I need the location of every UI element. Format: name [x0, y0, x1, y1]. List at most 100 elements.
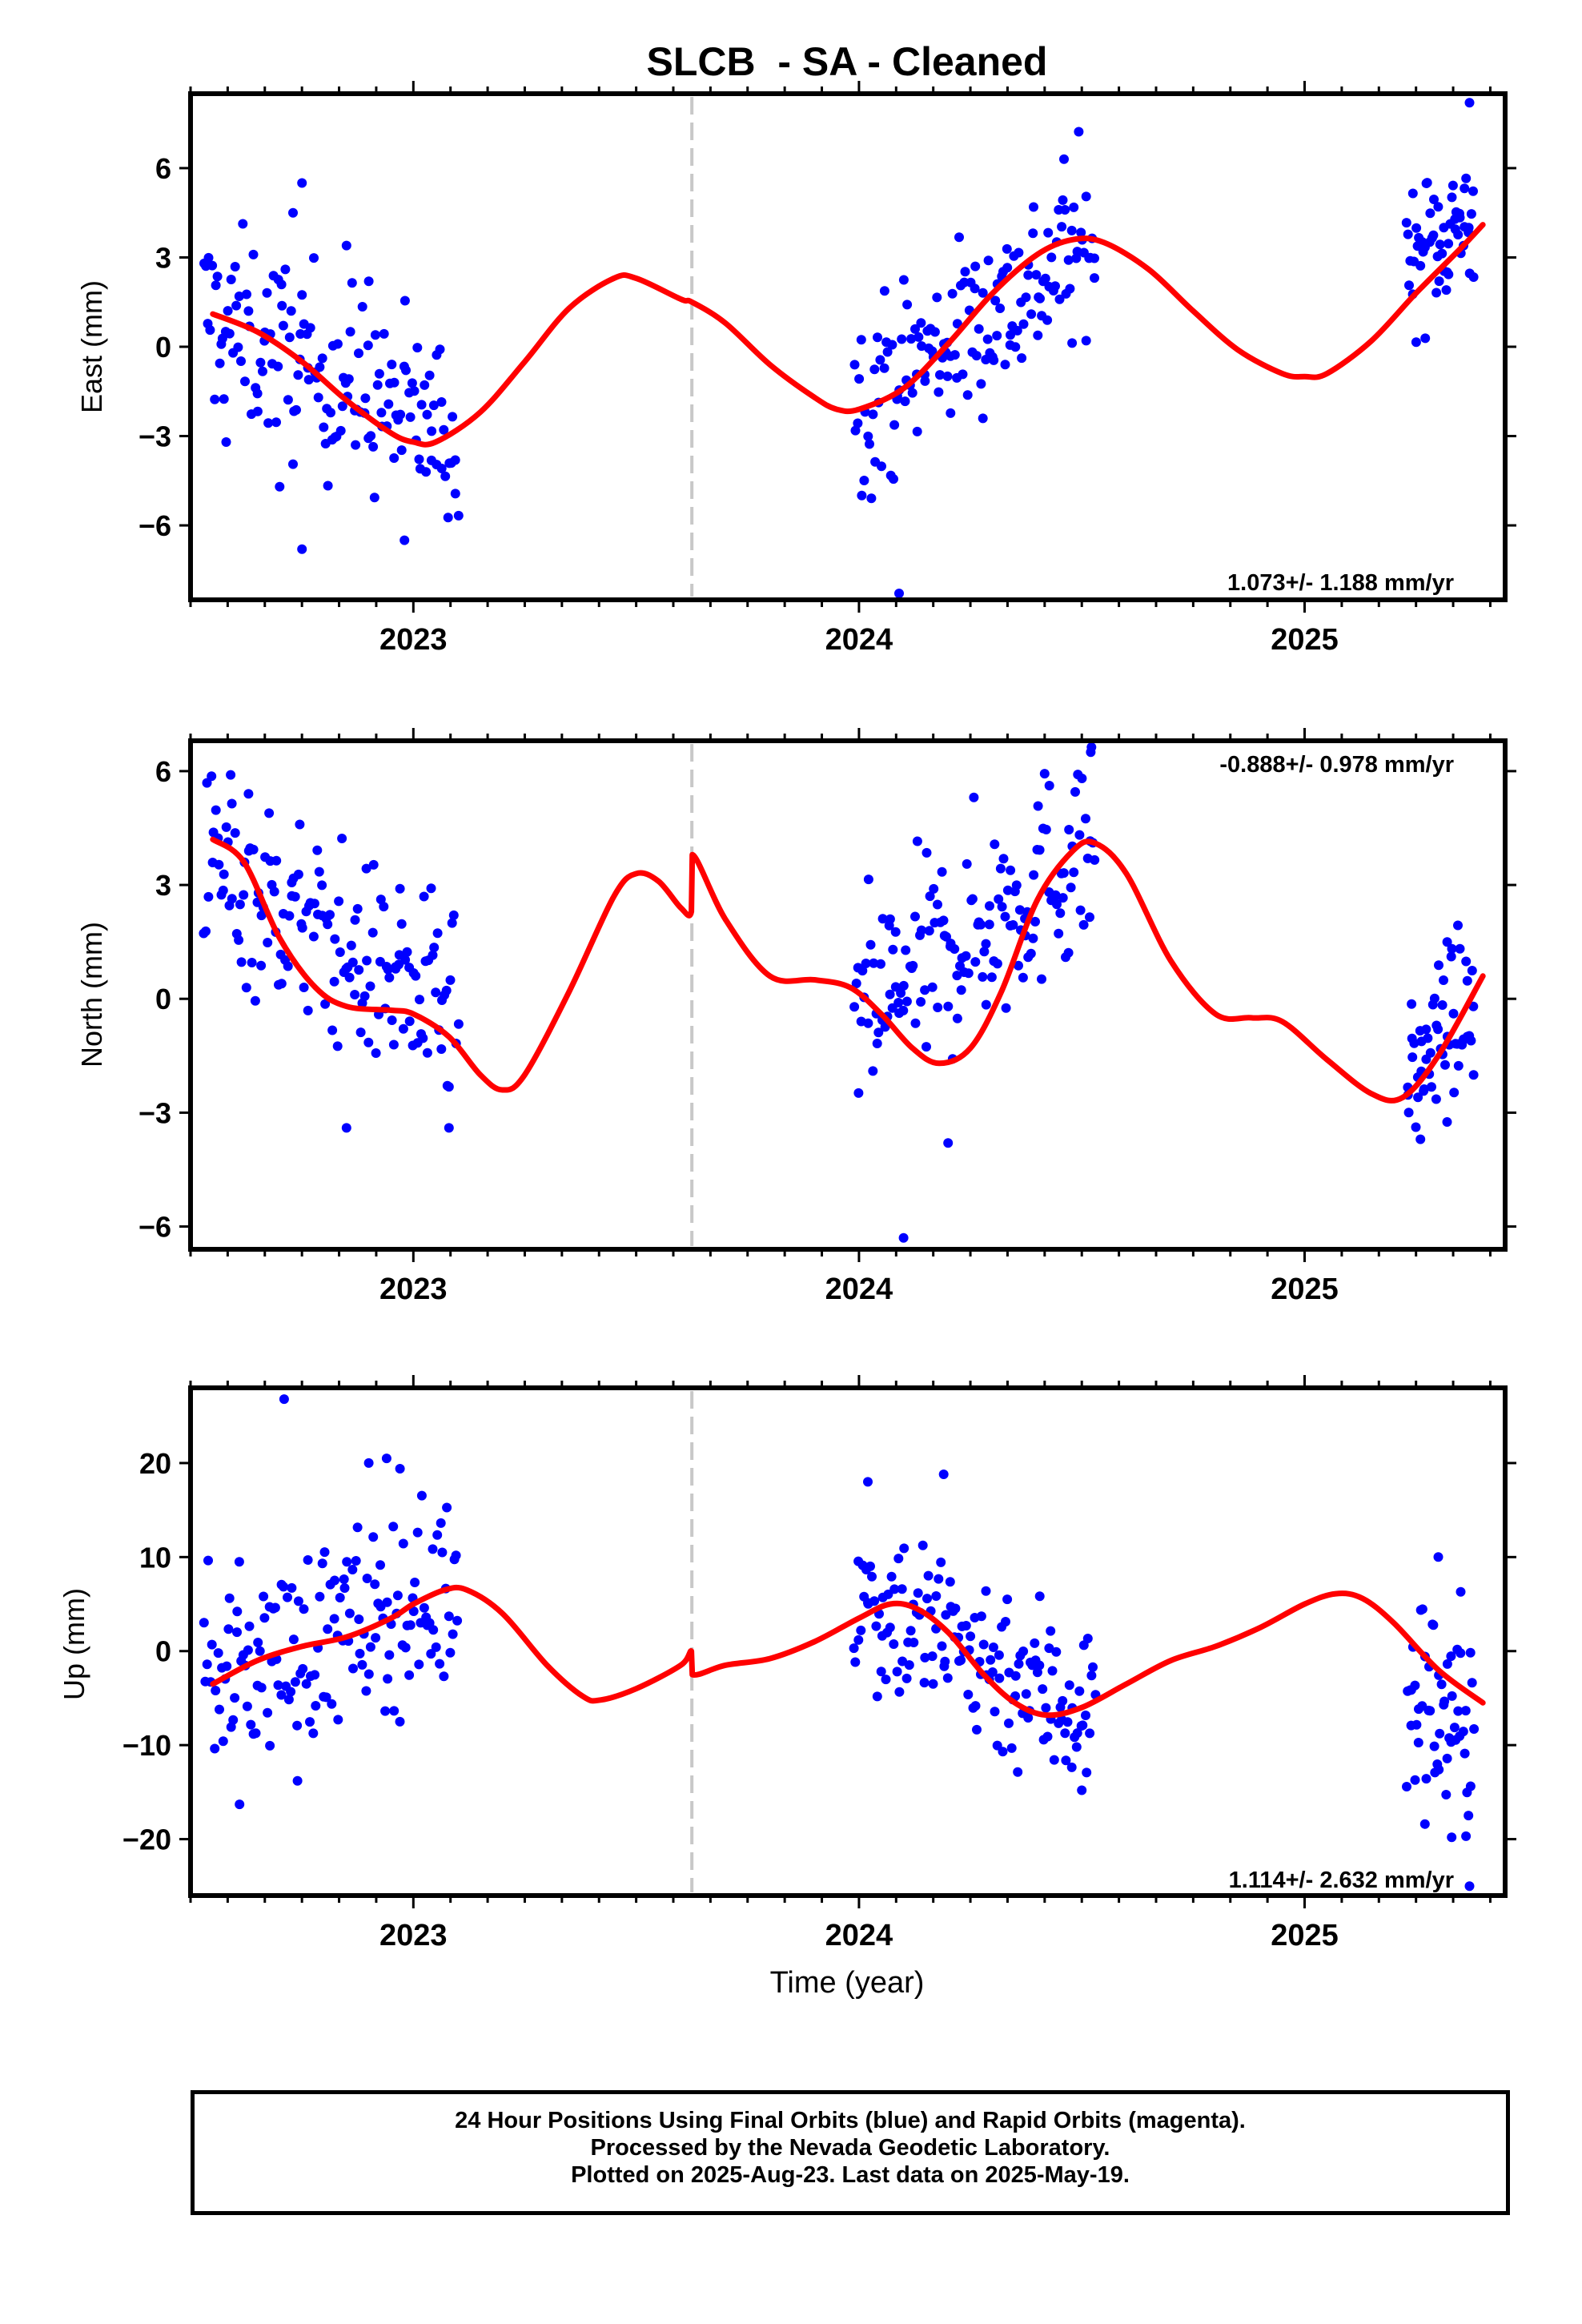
east-data-point	[363, 276, 374, 287]
north-data-point	[865, 939, 876, 950]
up-data-point	[909, 1638, 919, 1647]
east-data-point	[252, 388, 263, 399]
up-data-point	[1041, 1703, 1051, 1713]
up-data-point	[395, 1464, 405, 1474]
east-data-point	[428, 400, 439, 411]
north-y-tick-label: −6	[139, 1211, 171, 1244]
north-data-point	[227, 798, 237, 809]
up-data-point	[945, 1577, 955, 1587]
north-x-tick-label: 2024	[825, 1273, 893, 1306]
north-data-point	[256, 911, 267, 921]
up-data-point	[342, 1557, 352, 1567]
east-data-point	[360, 393, 371, 404]
north-data-point	[1033, 801, 1043, 811]
up-data-point	[1456, 1648, 1466, 1659]
east-data-point	[947, 288, 958, 299]
up-data-point	[1061, 1755, 1071, 1766]
east-data-point	[284, 332, 295, 343]
up-data-point	[963, 1690, 974, 1699]
north-data-point	[202, 778, 212, 788]
north-data-point	[448, 910, 459, 920]
east-data-point	[226, 275, 236, 284]
up-y-tick-label: −10	[122, 1729, 171, 1762]
north-data-point	[354, 965, 364, 975]
north-data-point	[411, 971, 421, 981]
east-data-point	[407, 378, 417, 388]
up-data-point	[276, 1690, 287, 1700]
east-data-point	[424, 370, 435, 380]
north-data-point	[1085, 912, 1094, 923]
east-data-point	[1447, 192, 1457, 203]
up-data-point	[938, 1470, 949, 1479]
north-data-point	[1058, 893, 1068, 903]
up-data-point	[210, 1743, 220, 1754]
up-data-point	[279, 1394, 289, 1405]
up-data-point	[319, 1547, 330, 1558]
north-data-point	[453, 1019, 464, 1029]
north-data-point	[218, 885, 228, 895]
east-data-point	[983, 255, 994, 266]
up-data-point	[1433, 1552, 1443, 1562]
north-data-point	[230, 828, 240, 838]
up-x-tick-label: 2023	[379, 1919, 448, 1952]
north-data-point	[1078, 919, 1089, 930]
up-data-point	[889, 1639, 899, 1649]
east-data-point	[389, 453, 400, 463]
north-data-point	[1467, 966, 1477, 975]
east-rate-label: 1.073+/- 1.188 mm/yr	[1227, 570, 1454, 596]
east-data-point	[1067, 338, 1078, 348]
north-data-point	[888, 944, 898, 955]
up-data-point	[1411, 1719, 1422, 1730]
east-data-point	[335, 425, 346, 436]
north-data-point	[924, 926, 934, 936]
up-data-point	[871, 1621, 881, 1631]
east-data-point	[271, 417, 281, 428]
east-data-point	[1441, 285, 1452, 296]
up-data-point	[1458, 1727, 1468, 1737]
east-data-point	[910, 324, 920, 334]
north-data-point	[868, 1066, 878, 1076]
up-data-point	[1058, 1695, 1068, 1706]
east-data-point	[853, 418, 863, 428]
east-data-point	[263, 418, 274, 428]
north-data-point	[997, 902, 1007, 912]
east-data-point	[1043, 227, 1054, 238]
east-data-point	[396, 445, 407, 456]
north-data-point	[1011, 880, 1022, 891]
north-y-axis-label: North (mm)	[75, 922, 108, 1068]
east-data-point	[1069, 202, 1079, 212]
north-data-point	[1442, 1117, 1452, 1127]
up-data-point	[865, 1561, 875, 1571]
east-data-point	[427, 426, 437, 436]
up-data-point	[259, 1591, 269, 1602]
up-data-point	[1044, 1643, 1054, 1654]
up-data-point	[1021, 1689, 1031, 1699]
north-data-point	[398, 1023, 408, 1034]
up-data-point	[362, 1574, 372, 1583]
up-data-point	[1006, 1743, 1017, 1753]
up-data-point	[344, 1608, 355, 1618]
up-data-point	[428, 1625, 439, 1635]
up-data-point	[1434, 1764, 1444, 1775]
up-data-point	[389, 1706, 400, 1716]
north-data-point	[937, 866, 947, 877]
north-data-point	[444, 1082, 454, 1092]
north-data-point	[247, 958, 257, 967]
east-data-point	[1076, 227, 1086, 238]
up-data-point	[232, 1627, 242, 1638]
north-x-tick-label: 2023	[379, 1273, 448, 1306]
east-data-point	[374, 368, 384, 379]
north-data-point	[1041, 824, 1051, 834]
east-data-point	[436, 397, 447, 407]
up-data-point	[1439, 1696, 1450, 1707]
east-data-point	[952, 319, 962, 329]
east-data-point	[412, 343, 423, 353]
north-data-point	[1090, 854, 1100, 865]
up-data-point	[357, 1659, 367, 1670]
north-data-point	[898, 980, 909, 991]
north-data-point	[1429, 993, 1439, 1003]
east-data-point	[443, 513, 453, 523]
north-data-point	[1407, 999, 1417, 1009]
up-data-point	[416, 1490, 427, 1501]
north-data-point	[917, 925, 926, 935]
